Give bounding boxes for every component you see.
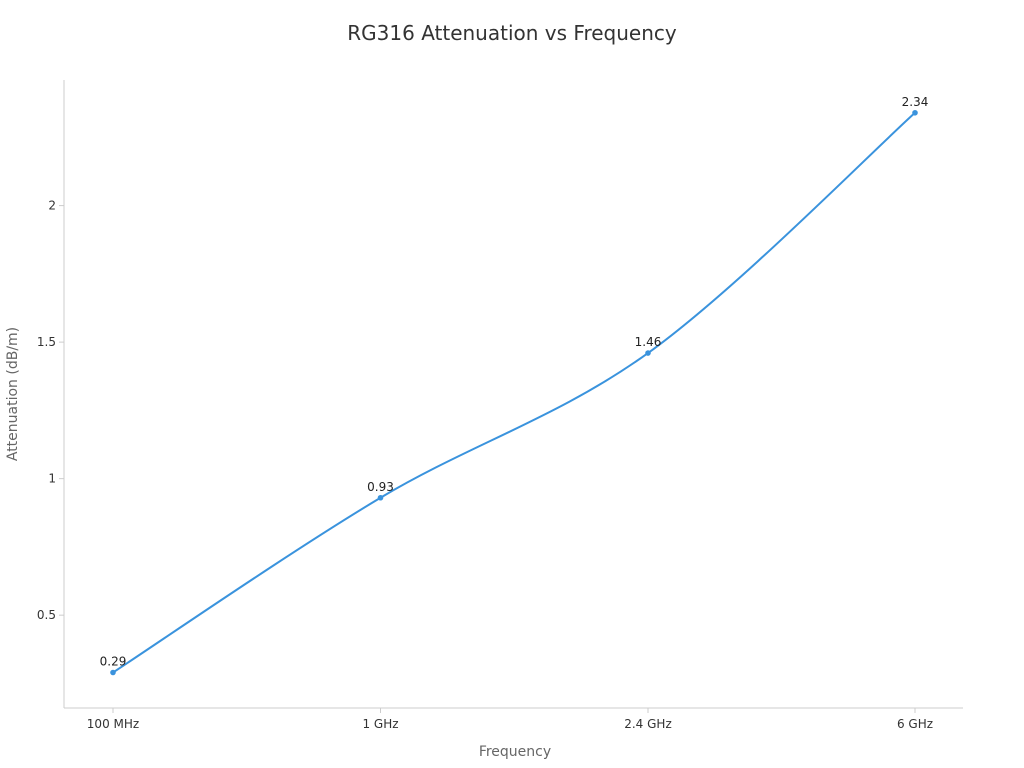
x-tick-label: 1 GHz [362,717,398,731]
y-axis-title: Attenuation (dB/m) [5,327,21,461]
axes [63,80,963,709]
series-layer [112,111,916,674]
x-tick-label: 100 MHz [87,717,139,731]
points-layer [110,109,918,676]
data-point [110,669,116,676]
series-line [112,111,916,674]
y-tick-label: 0.5 [37,608,56,622]
data-point [377,494,384,501]
x-ticks: 100 MHz 1 GHz 2.4 GHz 6 GHz [87,708,933,731]
y-ticks: 0.5 1 1.5 2 [37,199,64,622]
data-point [645,350,651,356]
y-tick-label: 2 [48,199,56,213]
labels-layer: 0.29 0.93 1.46 2.34 [100,95,929,669]
data-label: 0.93 [367,480,394,494]
data-label: 0.29 [100,655,127,669]
data-label: 1.46 [635,335,662,349]
y-tick-label: 1.5 [37,335,56,349]
y-tick-label: 1 [48,472,56,486]
chart-title: RG316 Attenuation vs Frequency [347,21,677,45]
data-label: 2.34 [902,95,929,109]
x-tick-label: 2.4 GHz [624,717,672,731]
data-point [912,109,918,116]
x-tick-label: 6 GHz [897,717,933,731]
x-axis-title: Frequency [479,744,551,760]
